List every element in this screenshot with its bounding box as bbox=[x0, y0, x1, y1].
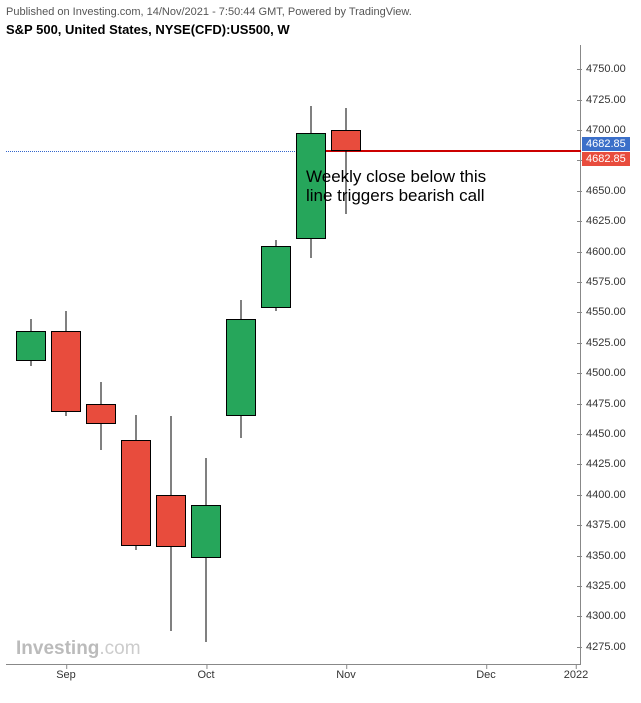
publish-header: Published on Investing.com, 14/Nov/2021 … bbox=[0, 0, 641, 20]
annotation-line2: line triggers bearish call bbox=[306, 186, 485, 205]
y-tick: 4725.00 bbox=[582, 94, 636, 106]
y-tick: 4375.00 bbox=[582, 519, 636, 531]
y-tick: 4325.00 bbox=[582, 580, 636, 592]
y-tick: 4625.00 bbox=[582, 215, 636, 227]
y-tick: 4350.00 bbox=[582, 550, 636, 562]
x-tick: Nov bbox=[336, 669, 356, 681]
y-tick: 4550.00 bbox=[582, 306, 636, 318]
candle bbox=[86, 45, 116, 665]
price-tag: 4682.85 bbox=[582, 152, 630, 166]
candle-body bbox=[226, 319, 256, 416]
watermark-suffix: .com bbox=[99, 638, 140, 659]
annotation-line1: Weekly close below this bbox=[306, 167, 486, 186]
chart-title: S&P 500, United States, NYSE(CFD):US500,… bbox=[0, 20, 641, 43]
x-tick: Sep bbox=[56, 669, 76, 681]
y-tick: 4575.00 bbox=[582, 276, 636, 288]
y-tick: 4650.00 bbox=[582, 185, 636, 197]
x-axis: SepOctNovDec2022 bbox=[6, 665, 581, 695]
x-tick: Oct bbox=[197, 669, 214, 681]
candle bbox=[121, 45, 151, 665]
symbol-text: S&P 500, United States, NYSE(CFD):US500,… bbox=[6, 22, 290, 37]
x-tick: Dec bbox=[476, 669, 496, 681]
annotation-text: Weekly close below thisline triggers bea… bbox=[306, 167, 486, 206]
candle-body bbox=[16, 331, 46, 361]
candle bbox=[296, 45, 326, 665]
candle-body bbox=[331, 130, 361, 151]
plot-region: Weekly close below thisline triggers bea… bbox=[6, 45, 581, 665]
candle bbox=[331, 45, 361, 665]
candle bbox=[16, 45, 46, 665]
y-tick: 4450.00 bbox=[582, 428, 636, 440]
candle-body bbox=[156, 495, 186, 547]
candle-body bbox=[191, 505, 221, 558]
y-tick: 4475.00 bbox=[582, 398, 636, 410]
y-tick: 4500.00 bbox=[582, 367, 636, 379]
candle bbox=[156, 45, 186, 665]
y-tick: 4425.00 bbox=[582, 458, 636, 470]
candle-body bbox=[86, 404, 116, 425]
watermark: Investing.com bbox=[16, 638, 141, 660]
x-tick: 2022 bbox=[564, 669, 588, 681]
y-tick: 4750.00 bbox=[582, 63, 636, 75]
y-tick: 4275.00 bbox=[582, 641, 636, 653]
candle-body bbox=[51, 331, 81, 412]
y-tick: 4400.00 bbox=[582, 489, 636, 501]
candle bbox=[261, 45, 291, 665]
candle bbox=[226, 45, 256, 665]
y-tick: 4525.00 bbox=[582, 337, 636, 349]
y-tick: 4600.00 bbox=[582, 246, 636, 258]
price-tag: 4682.85 bbox=[582, 137, 630, 151]
watermark-brand: Investing bbox=[16, 638, 99, 659]
candle bbox=[191, 45, 221, 665]
y-tick: 4300.00 bbox=[582, 610, 636, 622]
candle-body bbox=[121, 440, 151, 546]
candle-body bbox=[261, 246, 291, 308]
y-tick: 4700.00 bbox=[582, 124, 636, 136]
candle bbox=[51, 45, 81, 665]
chart-area: Weekly close below thisline triggers bea… bbox=[6, 45, 636, 665]
publish-text: Published on Investing.com, 14/Nov/2021 … bbox=[6, 6, 412, 18]
